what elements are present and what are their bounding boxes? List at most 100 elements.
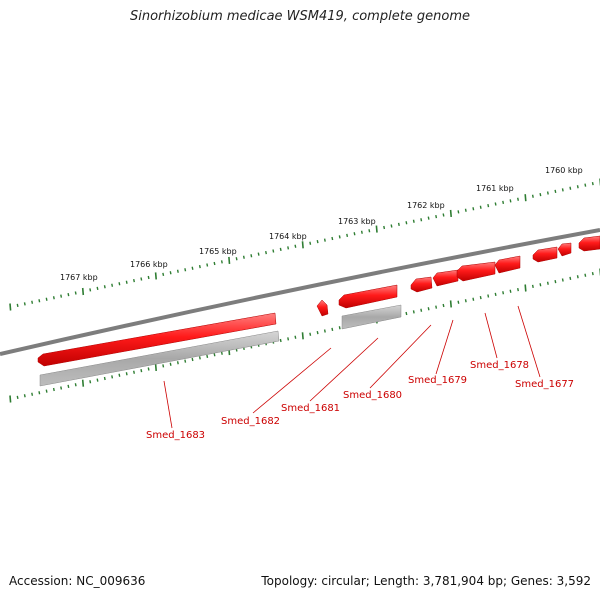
gene-label-smed-1677[interactable]: Smed_1677 (515, 379, 574, 390)
ruler-label-1764: 1764 kbp (269, 232, 307, 241)
outer-ruler-minor-tick (184, 268, 187, 272)
outer-ruler-minor-tick (162, 272, 165, 277)
gene-label-smed-1681[interactable]: Smed_1681 (281, 403, 340, 414)
inner-ruler-major-tick (524, 284, 527, 292)
gene-label-smed-1679[interactable]: Smed_1679 (408, 375, 467, 386)
rna-feature-1681[interactable] (341, 304, 402, 330)
ruler-label-1762: 1762 kbp (407, 201, 445, 210)
label-leaders (163, 305, 541, 429)
outer-ruler-minor-tick (420, 218, 423, 222)
gene-smed-1682[interactable] (316, 299, 329, 317)
gene-smed-1678-b[interactable] (456, 261, 496, 282)
rna-feature-1683[interactable] (39, 330, 280, 387)
gene-label-smed-1680[interactable]: Smed_1680 (343, 390, 402, 401)
outer-ruler-minor-tick (539, 192, 542, 197)
inner-ruler-minor-tick (294, 335, 297, 339)
inner-ruler-minor-tick (198, 356, 201, 360)
outer-ruler-minor-tick (405, 221, 408, 225)
outer-ruler-major-tick (81, 287, 85, 296)
inner-ruler-minor-tick (184, 359, 187, 363)
inner-ruler-minor-tick (457, 300, 460, 304)
outer-ruler-minor-tick (323, 238, 326, 242)
outer-ruler-major-tick (154, 272, 157, 280)
outer-ruler-minor-tick (213, 261, 216, 266)
inner-ruler-minor-tick (125, 372, 128, 376)
outer-ruler-major-tick (228, 256, 231, 264)
outer-ruler-minor-tick (272, 249, 275, 253)
gene-feature-right-3[interactable] (578, 235, 600, 252)
outer-ruler-minor-tick (294, 244, 297, 248)
outer-ruler-minor-tick (546, 191, 549, 195)
outer-ruler-minor-tick (368, 229, 371, 233)
outer-ruler-minor-tick (584, 183, 587, 187)
inner-ruler-minor-tick (118, 373, 121, 377)
outer-ruler-minor-tick (45, 297, 48, 301)
outer-ruler-minor-tick (353, 232, 356, 236)
inner-ruler-minor-tick (316, 330, 319, 335)
outer-ruler-minor-tick (316, 239, 319, 244)
inner-ruler-minor-tick (487, 294, 490, 298)
inner-ruler-major-tick (81, 379, 85, 387)
outer-ruler-minor-tick (435, 214, 438, 219)
gene-label-smed-1683[interactable]: Smed_1683 (146, 430, 205, 441)
gene-smed-1683[interactable] (37, 312, 277, 367)
inner-ruler-major-tick (301, 332, 304, 340)
gene-feature-right-1[interactable] (532, 246, 558, 263)
inner-ruler-minor-tick (147, 367, 150, 371)
gene-smed-1677[interactable] (494, 255, 521, 274)
inner-ruler-minor-tick (576, 275, 579, 279)
outer-ruler-minor-tick (427, 216, 430, 220)
inner-ruler-minor-tick (191, 357, 194, 362)
ruler-label-1765: 1765 kbp (199, 247, 237, 256)
outer-ruler-major-tick (375, 225, 378, 233)
inner-ruler-minor-tick (287, 337, 290, 341)
outer-ruler-minor-tick (397, 222, 400, 227)
inner-ruler-minor-tick (442, 303, 445, 308)
gene-smed-1681[interactable] (338, 284, 398, 309)
outer-ruler-minor-tick (140, 277, 143, 281)
outer-ruler-minor-tick (265, 250, 267, 255)
inner-ruler-minor-tick (111, 375, 114, 379)
outer-ruler-minor-tick (125, 280, 128, 284)
inner-ruler-minor-tick (509, 289, 512, 293)
inner-ruler-minor-tick (472, 297, 475, 301)
outer-ruler-minor-tick (23, 302, 26, 306)
inner-ruler-minor-tick (89, 380, 92, 384)
outer-ruler-minor-tick (133, 278, 135, 283)
outer-ruler-major-tick (449, 209, 452, 217)
outer-ruler-minor-tick (279, 247, 282, 252)
outer-ruler-minor-tick (198, 264, 201, 269)
accession-text: Accession: NC_009636 (9, 574, 146, 588)
outer-ruler-minor-tick (509, 199, 512, 203)
inner-ruler-minor-tick (584, 273, 587, 277)
gene-features (37, 235, 600, 387)
inner-ruler-minor-tick (52, 387, 55, 392)
outer-ruler-minor-tick (346, 233, 349, 238)
gene-label-smed-1678[interactable]: Smed_1678 (470, 360, 529, 371)
outer-ruler-minor-tick (118, 282, 121, 286)
gene-smed-1679[interactable] (410, 276, 433, 293)
outer-ruler-minor-tick (412, 219, 415, 223)
outer-ruler-minor-tick (360, 230, 363, 234)
inner-ruler-minor-tick (96, 378, 99, 382)
gene-smed-1678-a[interactable] (432, 269, 459, 287)
outer-ruler-minor-tick (338, 235, 341, 239)
outer-ruler-minor-tick (309, 241, 312, 245)
outer-ruler-minor-tick (464, 208, 467, 212)
gene-label-smed-1682[interactable]: Smed_1682 (221, 416, 280, 427)
inner-ruler-minor-tick (16, 395, 19, 400)
ruler-label-1763: 1763 kbp (338, 217, 376, 226)
outer-ruler-minor-tick (576, 185, 579, 189)
outer-ruler-minor-tick (457, 210, 460, 214)
outer-ruler-minor-tick (169, 271, 172, 275)
inner-ruler-minor-tick (103, 376, 106, 381)
outer-ruler-minor-tick (31, 300, 34, 304)
inner-ruler-minor-tick (279, 338, 282, 343)
gene-feature-right-2[interactable] (557, 242, 572, 257)
inner-ruler-minor-tick (220, 351, 223, 355)
inner-ruler-minor-tick (38, 391, 41, 395)
outer-ruler-major-tick (524, 194, 527, 202)
outer-ruler-minor-tick (67, 292, 70, 297)
